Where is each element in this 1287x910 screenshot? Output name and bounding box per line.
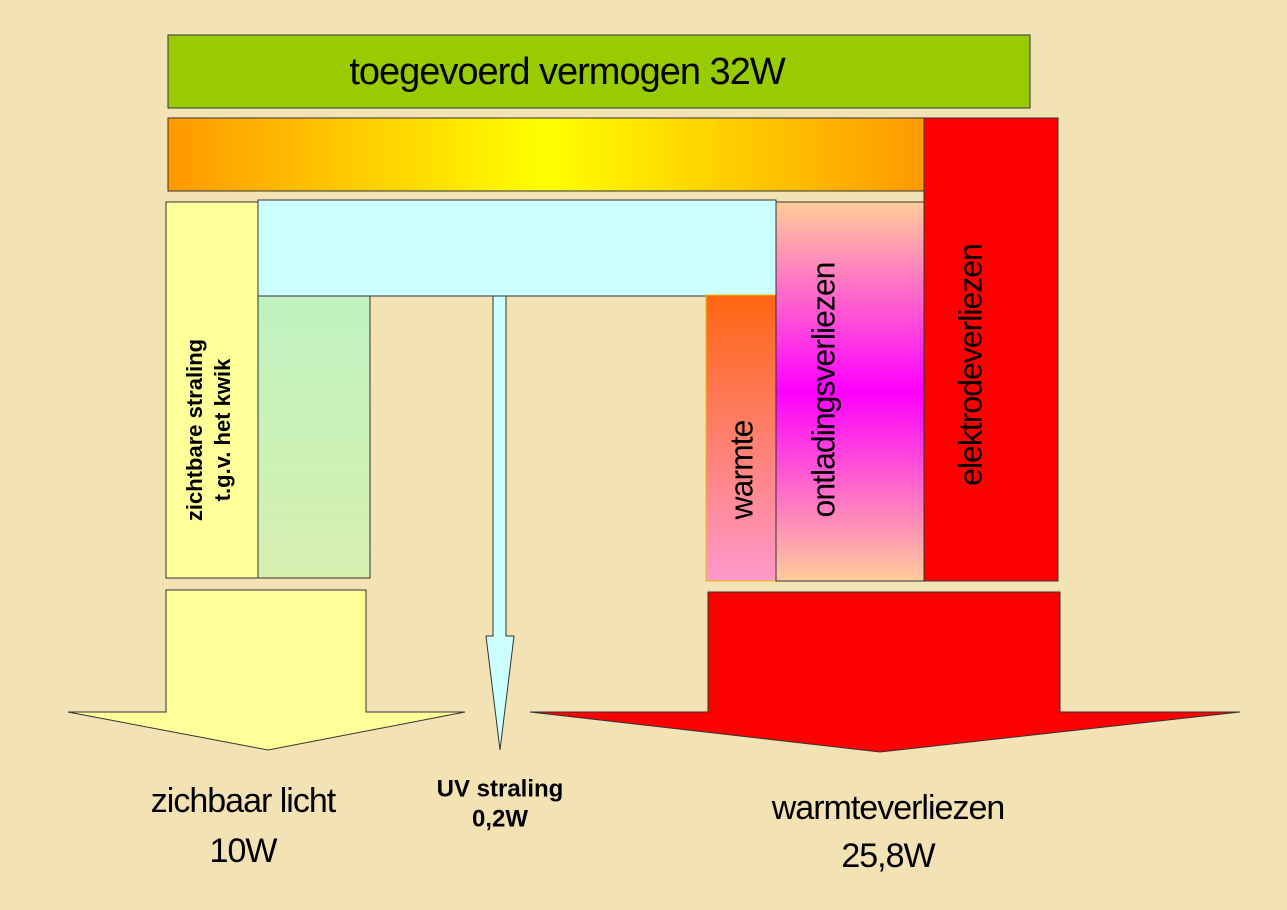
title: toegevoerd vermogen 32W bbox=[349, 51, 786, 93]
output-value: 0,2W bbox=[472, 805, 528, 832]
visible-label: t.g.v. het kwik bbox=[210, 358, 235, 501]
output-label: zichbaar licht bbox=[151, 782, 337, 820]
uv-arrow bbox=[485, 295, 515, 751]
heat-label: warmte bbox=[723, 420, 759, 520]
output-label: UV straling bbox=[437, 775, 564, 802]
heat-arrow bbox=[529, 591, 1241, 753]
discharge-block bbox=[775, 201, 925, 582]
discharge-label: ontladingsverliezen bbox=[805, 263, 841, 518]
uv-bar bbox=[257, 199, 777, 297]
visible-block bbox=[165, 201, 259, 579]
output-value: 25,8W bbox=[841, 837, 935, 875]
light-arrow bbox=[67, 589, 466, 751]
input-bar bbox=[167, 34, 1031, 109]
electrode-block bbox=[923, 117, 1059, 582]
visible-label: zichtbare straling bbox=[182, 339, 207, 521]
output-label: warmteverliezen bbox=[771, 789, 1005, 827]
gradient-bar bbox=[167, 117, 925, 192]
green-block bbox=[257, 295, 371, 579]
output-value: 10W bbox=[210, 832, 278, 870]
electrode-label: elektrodeverliezen bbox=[952, 244, 988, 486]
